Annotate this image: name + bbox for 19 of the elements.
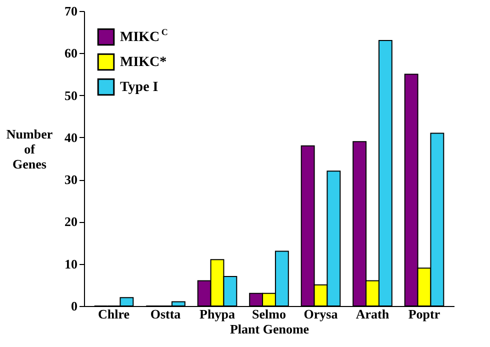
x-tick-label: Phypa [200,306,236,322]
x-tick-label: Arath [356,306,390,322]
y-tick-label: 0 [71,298,78,314]
legend-label: MIKC* [120,55,167,70]
x-tick-label: Orysa [304,306,338,322]
y-tick-label: 20 [64,214,78,230]
y-tick-label: 60 [64,46,78,61]
y-tick-label: 40 [64,130,78,145]
x-tick-label: Selmo [252,306,286,322]
x-axis-title: Plant Genome [230,322,310,336]
x-tick-label: Chlre [98,306,130,322]
y-tick-label: 70 [64,4,78,18]
x-tick-label: Poptr [408,306,440,322]
legend-label: Type I [120,80,158,95]
y-tick-label: 50 [64,88,78,103]
y-axis-title: Number of Genes [6,126,53,172]
x-tick-label: Ostta [150,306,182,322]
y-tick-label: 10 [64,256,78,272]
y-tick-label: 30 [64,172,78,188]
